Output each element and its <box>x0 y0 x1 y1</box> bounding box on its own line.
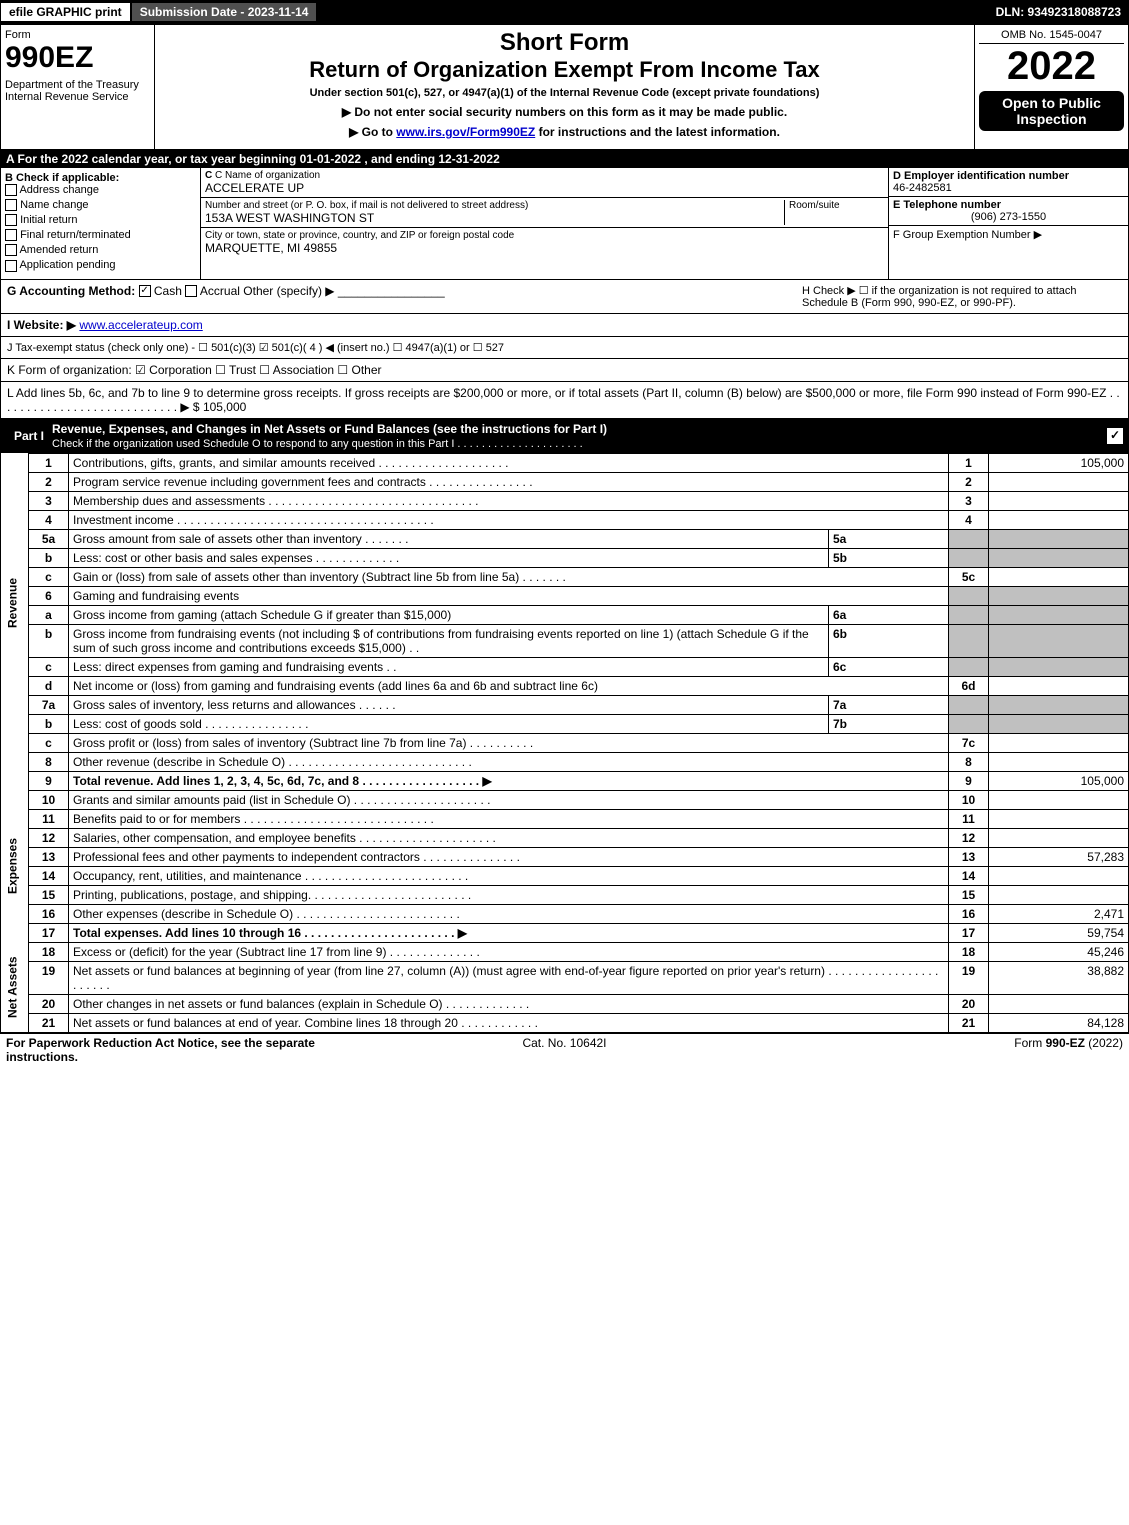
under-section: Under section 501(c), 527, or 4947(a)(1)… <box>159 87 970 99</box>
short-form-title: Short Form <box>159 29 970 57</box>
ein: 46-2482581 <box>893 182 1124 194</box>
other-specify: Other (specify) ▶ <box>243 284 334 298</box>
submission-date: Submission Date - 2023-11-14 <box>131 2 318 22</box>
form-number: 990EZ <box>5 41 150 75</box>
amended-return-check[interactable]: Amended return <box>5 244 196 256</box>
col-c: C C Name of organization ACCELERATE UP N… <box>201 168 888 279</box>
h-text: H Check ▶ ☐ if the organization is not r… <box>802 284 1122 309</box>
f-label: F Group Exemption Number ▶ <box>893 228 1124 241</box>
goto-pre: ▶ Go to <box>349 125 396 139</box>
addr-change-check[interactable]: Address change <box>5 184 196 196</box>
final-return-check[interactable]: Final return/terminated <box>5 229 196 241</box>
d-label: D Employer identification number <box>893 170 1124 182</box>
tax-year: 2022 <box>979 44 1124 89</box>
phone: (906) 273-1550 <box>893 211 1124 223</box>
b-title: B Check if applicable: <box>5 172 196 184</box>
room-label: Room/suite <box>789 200 884 211</box>
org-name-label: C C Name of organization <box>205 170 884 181</box>
row-i: I Website: ▶ www.accelerateup.com <box>0 314 1129 337</box>
revenue-side: Revenue <box>1 453 29 752</box>
irs-link[interactable]: www.irs.gov/Form990EZ <box>396 125 535 139</box>
goto-post: for instructions and the latest informat… <box>535 125 780 139</box>
form-label: Form <box>5 29 150 41</box>
col-b: B Check if applicable: Address change Na… <box>1 168 201 279</box>
row-k: K Form of organization: ☑ Corporation ☐ … <box>0 359 1129 382</box>
cash-check[interactable]: ✓ <box>139 285 151 297</box>
app-pending-check[interactable]: Application pending <box>5 259 196 271</box>
g-label: G Accounting Method: <box>7 284 135 298</box>
col-de: D Employer identification number 46-2482… <box>888 168 1128 279</box>
l-val: 105,000 <box>203 400 246 414</box>
footer: For Paperwork Reduction Act Notice, see … <box>0 1033 1129 1066</box>
footer-right: Form 990-EZ (2022) <box>751 1036 1123 1064</box>
accrual-check[interactable] <box>185 285 197 297</box>
l1-num: 1 <box>29 453 69 472</box>
org-name: ACCELERATE UP <box>205 181 884 195</box>
form-header: Form 990EZ Department of the Treasury In… <box>0 24 1129 150</box>
row-a: A For the 2022 calendar year, or tax yea… <box>0 150 1129 168</box>
expenses-side: Expenses <box>1 790 29 942</box>
part-1-header: Part I Revenue, Expenses, and Changes in… <box>0 419 1129 453</box>
e-label: E Telephone number <box>893 199 1124 211</box>
addr-val: 153A WEST WASHINGTON ST <box>205 211 784 225</box>
name-change-check[interactable]: Name change <box>5 199 196 211</box>
return-title: Return of Organization Exempt From Incom… <box>159 57 970 83</box>
row-l: L Add lines 5b, 6c, and 7b to line 9 to … <box>0 382 1129 419</box>
open-inspection: Open to Public Inspection <box>979 91 1124 131</box>
row-g-h: G Accounting Method: ✓ Cash Accrual Othe… <box>0 280 1129 314</box>
l1-desc: Contributions, gifts, grants, and simila… <box>69 453 949 472</box>
topbar: efile GRAPHIC print Submission Date - 20… <box>0 0 1129 24</box>
efile-label: efile GRAPHIC print <box>0 2 131 22</box>
part1-schedule-o-check[interactable]: ✓ <box>1107 428 1123 444</box>
lines-table: Revenue 1 Contributions, gifts, grants, … <box>0 453 1129 1033</box>
netassets-side: Net Assets <box>1 942 29 1032</box>
info-block: B Check if applicable: Address change Na… <box>0 168 1129 280</box>
footer-left: For Paperwork Reduction Act Notice, see … <box>6 1036 378 1064</box>
l-text: L Add lines 5b, 6c, and 7b to line 9 to … <box>7 386 1120 414</box>
row-j: J Tax-exempt status (check only one) - ☐… <box>0 337 1129 359</box>
goto-note: ▶ Go to www.irs.gov/Form990EZ for instru… <box>159 125 970 139</box>
addr-label: Number and street (or P. O. box, if mail… <box>205 200 784 211</box>
dept: Department of the Treasury Internal Reve… <box>5 79 150 103</box>
omb-number: OMB No. 1545-0047 <box>979 29 1124 44</box>
city-val: MARQUETTE, MI 49855 <box>205 241 884 255</box>
website-link[interactable]: www.accelerateup.com <box>79 318 202 332</box>
l1-rn: 1 <box>949 453 989 472</box>
footer-center: Cat. No. 10642I <box>378 1036 750 1064</box>
l1-amt: 105,000 <box>989 453 1129 472</box>
part-1-sub: Check if the organization used Schedule … <box>52 438 583 450</box>
city-label: City or town, state or province, country… <box>205 230 884 241</box>
part-1-title: Revenue, Expenses, and Changes in Net As… <box>52 422 607 436</box>
ssn-note: ▶ Do not enter social security numbers o… <box>159 105 970 119</box>
part-1-label: Part I <box>6 429 52 443</box>
i-label: I Website: ▶ <box>7 318 76 332</box>
dln: DLN: 93492318088723 <box>988 3 1129 21</box>
initial-return-check[interactable]: Initial return <box>5 214 196 226</box>
